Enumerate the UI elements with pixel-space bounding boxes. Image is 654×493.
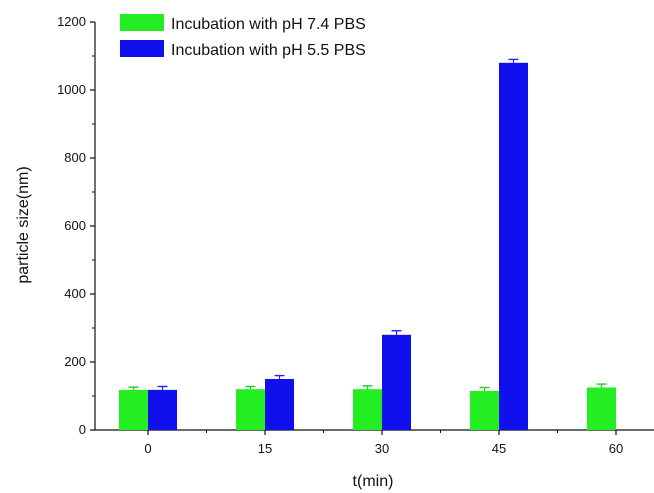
y-tick-label: 1000 <box>57 82 86 97</box>
legend-swatch <box>120 40 164 57</box>
y-tick-label: 400 <box>64 286 86 301</box>
x-axis-title: t(min) <box>353 473 394 490</box>
y-tick-label: 200 <box>64 354 86 369</box>
axes: 0 200 400 600 800 1000 1200 0 15 30 45 60 <box>57 14 654 456</box>
bar <box>587 387 616 430</box>
legend-label: Incubation with pH 5.5 PBS <box>171 42 366 59</box>
y-tick-label: 800 <box>64 150 86 165</box>
bars <box>119 58 616 431</box>
bar <box>499 62 528 431</box>
legend-label: Incubation with pH 7.4 PBS <box>171 16 366 33</box>
x-tick-label: 30 <box>375 441 389 456</box>
bar <box>119 389 148 430</box>
bar <box>382 334 411 430</box>
y-axis-title: particle size(nm) <box>15 166 32 283</box>
legend: Incubation with pH 7.4 PBS Incubation wit… <box>120 14 366 59</box>
y-tick-label: 0 <box>79 422 86 437</box>
y-tick-label: 1200 <box>57 14 86 29</box>
x-tick-label: 60 <box>609 441 623 456</box>
legend-swatch <box>120 14 164 31</box>
bar <box>236 389 265 430</box>
bar <box>265 379 294 430</box>
x-tick-label: 0 <box>144 441 151 456</box>
x-tick-label: 15 <box>258 441 272 456</box>
bar <box>353 389 382 430</box>
y-tick-label: 600 <box>64 218 86 233</box>
bar <box>470 390 499 430</box>
x-tick-label: 45 <box>492 441 506 456</box>
bar <box>148 389 177 430</box>
